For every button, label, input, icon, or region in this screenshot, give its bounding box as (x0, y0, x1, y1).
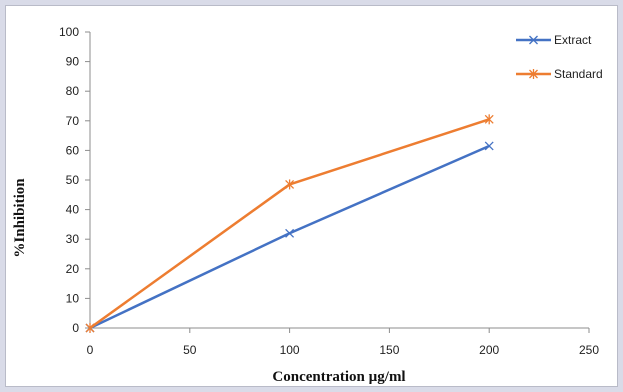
legend-marker-standard (529, 69, 538, 79)
y-tick-label: 20 (66, 262, 80, 276)
y-tick-label: 60 (66, 143, 80, 157)
series-line-extract (89, 144, 490, 330)
line-chart: 0 10 20 30 40 50 60 70 80 90 100 0 50 100 150 200 250 Ex… (12, 25, 603, 385)
x-tick-label: 250 (579, 343, 599, 357)
data-point-standard (285, 179, 295, 190)
y-tick-label: 50 (66, 173, 80, 187)
y-tick-label: 0 (72, 321, 79, 335)
data-point-extract (484, 141, 494, 151)
y-tick-label: 80 (66, 84, 80, 98)
legend-label-standard: Standard (554, 67, 603, 81)
x-axis-title: Concentration µg/ml (272, 369, 405, 385)
data-point-extract (285, 228, 295, 238)
y-tick-label: 40 (66, 203, 80, 217)
y-tick-label: 90 (66, 55, 80, 69)
legend-marker-extract (529, 35, 538, 45)
data-point-standard (85, 323, 95, 333)
y-tick-label: 100 (59, 25, 79, 39)
axes: 0 10 20 30 40 50 60 70 80 90 100 0 50 100 150 200 250 (59, 25, 599, 357)
chart-frame: 0 10 20 30 40 50 60 70 80 90 100 0 50 100 150 200 250 Ex… (5, 5, 618, 387)
y-tick-label: 10 (66, 291, 80, 305)
x-tick-label: 50 (183, 343, 197, 357)
y-tick-label: 30 (66, 232, 80, 246)
y-tick-label: 70 (66, 114, 80, 128)
x-tick-label: 150 (379, 343, 399, 357)
x-tick-label: 100 (280, 343, 300, 357)
legend-label-extract: Extract (554, 33, 592, 47)
y-axis-title: %Inhibition (12, 178, 28, 258)
series-layer (85, 114, 494, 333)
legend: Extract Standard (516, 33, 603, 81)
x-tick-label: 0 (87, 343, 94, 357)
data-point-standard (484, 114, 494, 125)
x-tick-label: 200 (479, 343, 499, 357)
series-line-standard (89, 118, 490, 330)
